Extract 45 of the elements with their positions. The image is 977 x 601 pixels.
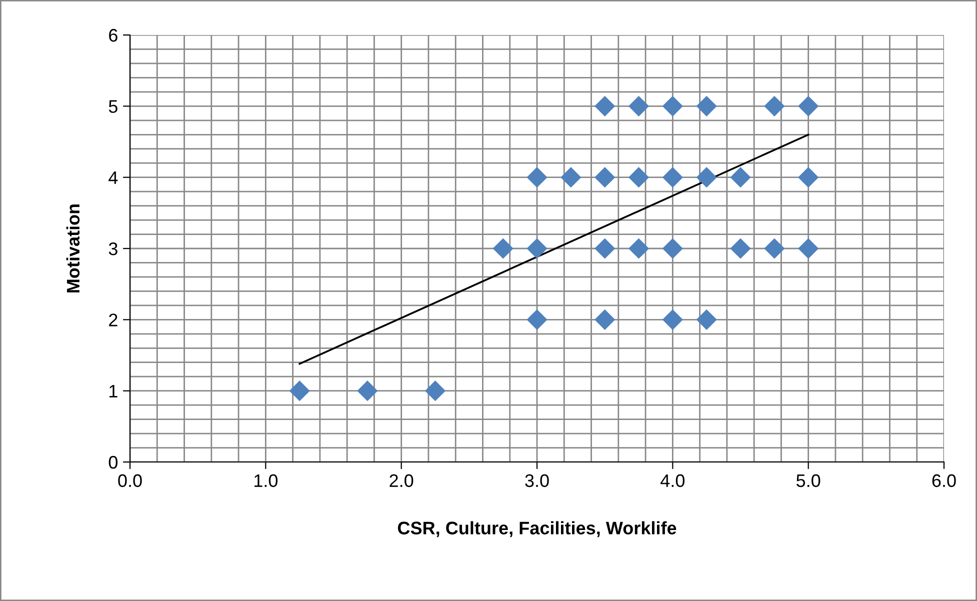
point xyxy=(798,96,819,116)
x-tick-label: 1.0 xyxy=(254,474,278,488)
point xyxy=(526,238,548,259)
x-axis-title: CSR, Culture, Facilities, Worklife xyxy=(398,521,676,538)
point xyxy=(798,167,819,188)
y-tick-label: 0 xyxy=(108,456,118,469)
x-tick-label: 6.0 xyxy=(932,474,956,488)
y-tick-label: 6 xyxy=(109,28,118,42)
point xyxy=(662,238,683,259)
point xyxy=(289,380,310,402)
point xyxy=(730,238,751,259)
point xyxy=(628,238,650,259)
y-tick-label: 2 xyxy=(109,314,118,326)
point xyxy=(594,309,616,330)
x-tick-label: 2.0 xyxy=(390,474,414,488)
x-tick-label: 3.0 xyxy=(525,474,549,488)
point xyxy=(798,238,819,259)
point xyxy=(696,309,717,330)
point xyxy=(662,309,683,330)
x-tick-label: 5.0 xyxy=(796,474,820,488)
y-tick-label: 3 xyxy=(108,242,118,256)
point xyxy=(764,96,785,116)
point xyxy=(594,167,616,188)
point xyxy=(662,167,683,188)
point xyxy=(424,380,446,402)
point xyxy=(764,238,785,259)
point xyxy=(526,309,548,330)
point xyxy=(357,380,378,402)
y-axis-title: Motivation xyxy=(66,204,80,292)
point xyxy=(628,167,650,188)
x-tick-label: 4.0 xyxy=(660,474,685,488)
point xyxy=(594,238,616,259)
point xyxy=(526,167,548,188)
x-tick-label: 0.0 xyxy=(118,474,142,488)
point xyxy=(662,96,683,116)
point xyxy=(730,167,751,188)
point xyxy=(696,96,717,116)
y-tick-label: 1 xyxy=(110,384,118,398)
point xyxy=(560,167,582,188)
point xyxy=(594,96,616,116)
point xyxy=(696,167,717,188)
y-tick-label: 4 xyxy=(108,171,118,184)
y-tick-label: 5 xyxy=(108,100,118,113)
point xyxy=(492,238,514,259)
point xyxy=(628,96,650,116)
